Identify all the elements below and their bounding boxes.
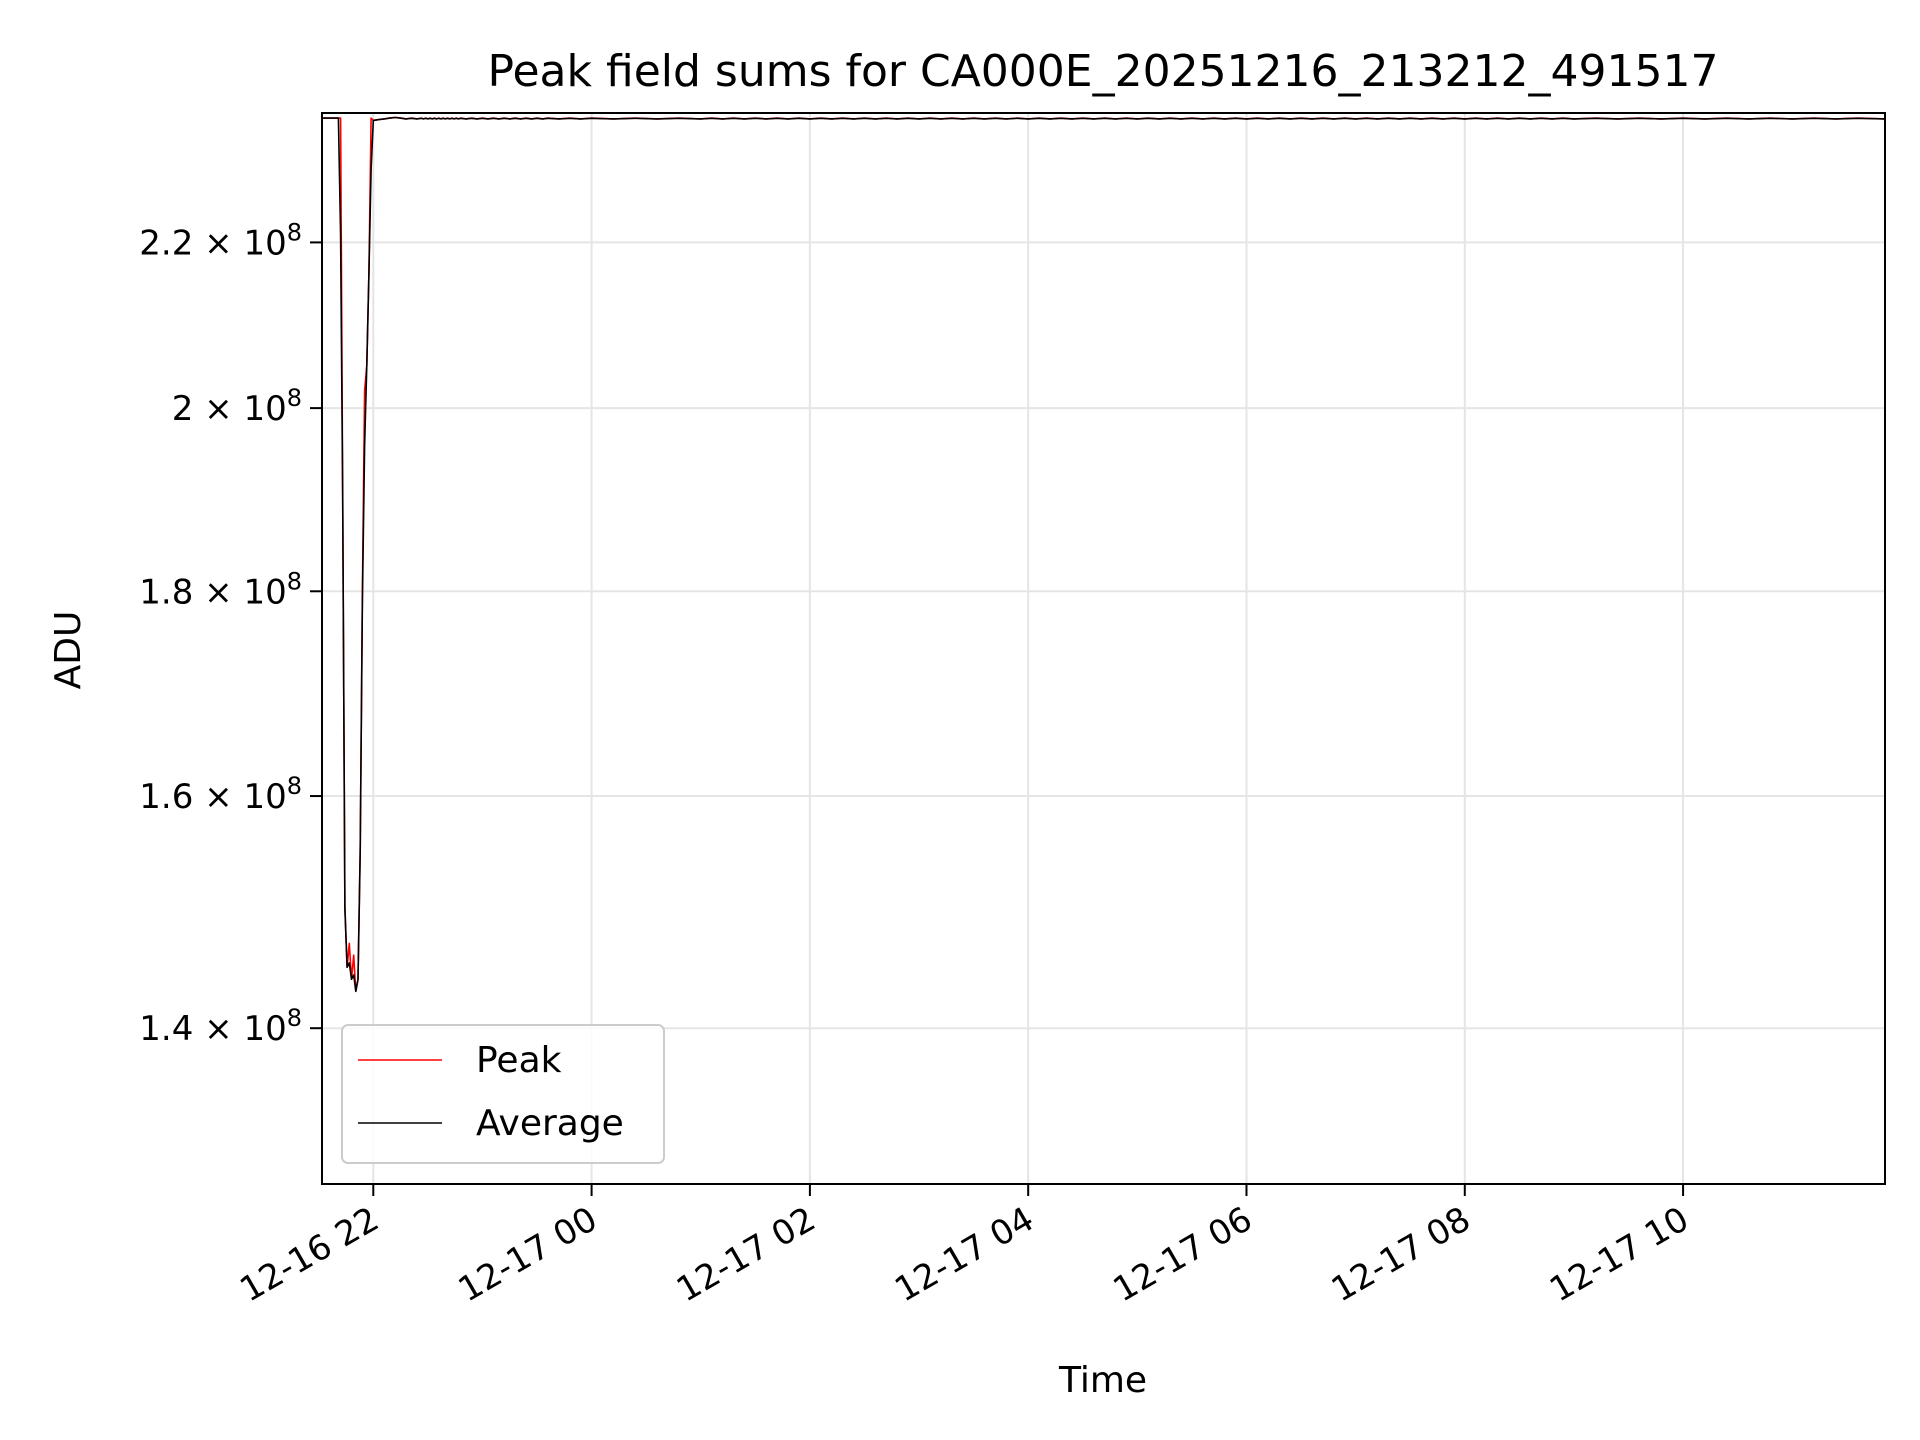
series-lines [323, 116, 1886, 993]
y-axis-title: ADU [48, 611, 89, 690]
y-tick-label: 1.8 × 108 [139, 567, 302, 612]
y-axis: 1.4 × 108 1.6 × 108 1.8 × 108 2 × 108 2.2 × … [139, 218, 322, 1049]
y-tick-label: 2.2 × 108 [139, 218, 302, 263]
y-tick-label: 1.6 × 108 [139, 772, 302, 817]
legend: Peak Average [341, 1024, 665, 1164]
legend-label-peak: Peak [476, 1040, 562, 1081]
y-tick-label: 2 × 108 [172, 384, 302, 429]
plot-frame [321, 112, 1886, 1185]
chart-title: Peak field sums for CA000E_20251216_2132… [488, 46, 1719, 97]
series-line-average [323, 116, 1886, 993]
x-axis-title: Time [1058, 1360, 1147, 1401]
y-tick-label: 1.4 × 108 [139, 1004, 302, 1049]
legend-label-average: Average [476, 1103, 624, 1144]
